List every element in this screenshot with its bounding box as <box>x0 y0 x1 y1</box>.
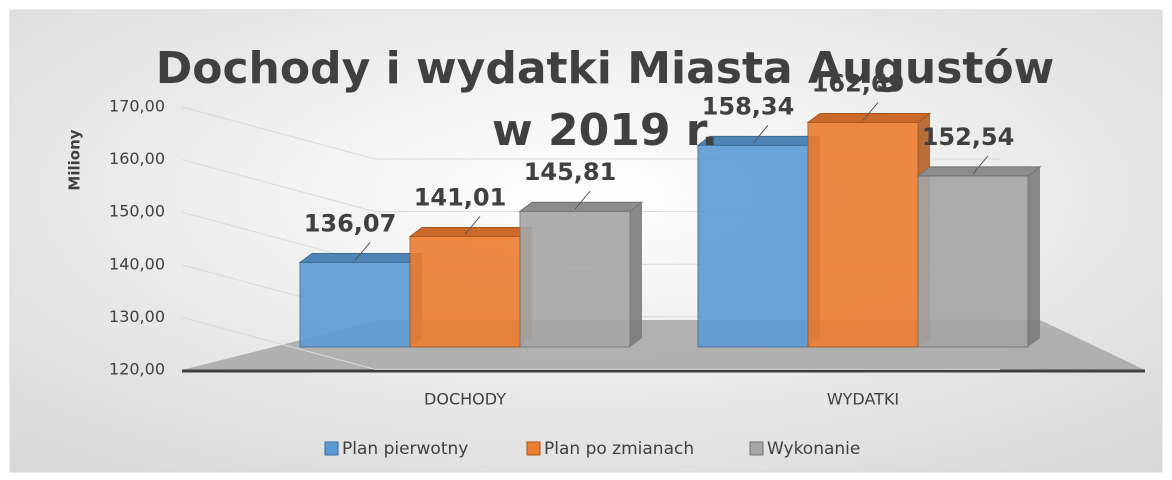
x-tick-label: DOCHODY <box>424 390 506 409</box>
bar <box>409 235 521 348</box>
bar-top <box>298 252 424 263</box>
data-label: 158,34 <box>702 92 795 120</box>
legend-swatch <box>526 441 541 456</box>
leader-line <box>972 155 989 175</box>
data-label: 141,01 <box>414 183 507 211</box>
bar <box>519 210 631 348</box>
y-tick-label: 130,00 <box>109 307 165 326</box>
bar-top <box>408 226 534 237</box>
bar-top <box>916 166 1042 177</box>
leader-line <box>752 125 769 144</box>
y-tick-label: 150,00 <box>109 202 165 221</box>
bar-side <box>1028 166 1040 347</box>
x-tick-label: WYDATKI <box>827 390 899 409</box>
leader-line <box>862 102 879 121</box>
data-label: 152,54 <box>922 123 1015 151</box>
legend-label: Plan po zmianach <box>544 439 694 459</box>
legend-swatch <box>749 441 764 456</box>
bar-top <box>518 201 644 212</box>
y-axis-label: Miliony <box>66 129 84 190</box>
data-label: 136,07 <box>304 209 397 237</box>
grid-line <box>181 316 1000 370</box>
legend-label: Wykonanie <box>767 439 860 459</box>
y-tick-label: 140,00 <box>109 254 165 273</box>
data-label: 162,69 <box>812 69 905 97</box>
chart-title: Dochody i wydatki Miasta Augustów w 2019… <box>155 43 1055 156</box>
leader-line <box>354 242 371 261</box>
bar-top <box>806 112 932 123</box>
bar <box>299 261 411 348</box>
bar <box>697 144 809 348</box>
leader-line <box>464 216 481 235</box>
y-tick-label: 120,00 <box>109 360 165 379</box>
bar <box>917 175 1029 348</box>
y-tick-label: 160,00 <box>109 149 165 168</box>
bar-side <box>630 202 642 347</box>
legend-label: Plan pierwotny <box>342 439 468 459</box>
leader-line <box>574 190 591 210</box>
y-tick-label: 170,00 <box>109 97 165 116</box>
legend-swatch <box>324 441 339 456</box>
data-label: 145,81 <box>524 158 617 186</box>
